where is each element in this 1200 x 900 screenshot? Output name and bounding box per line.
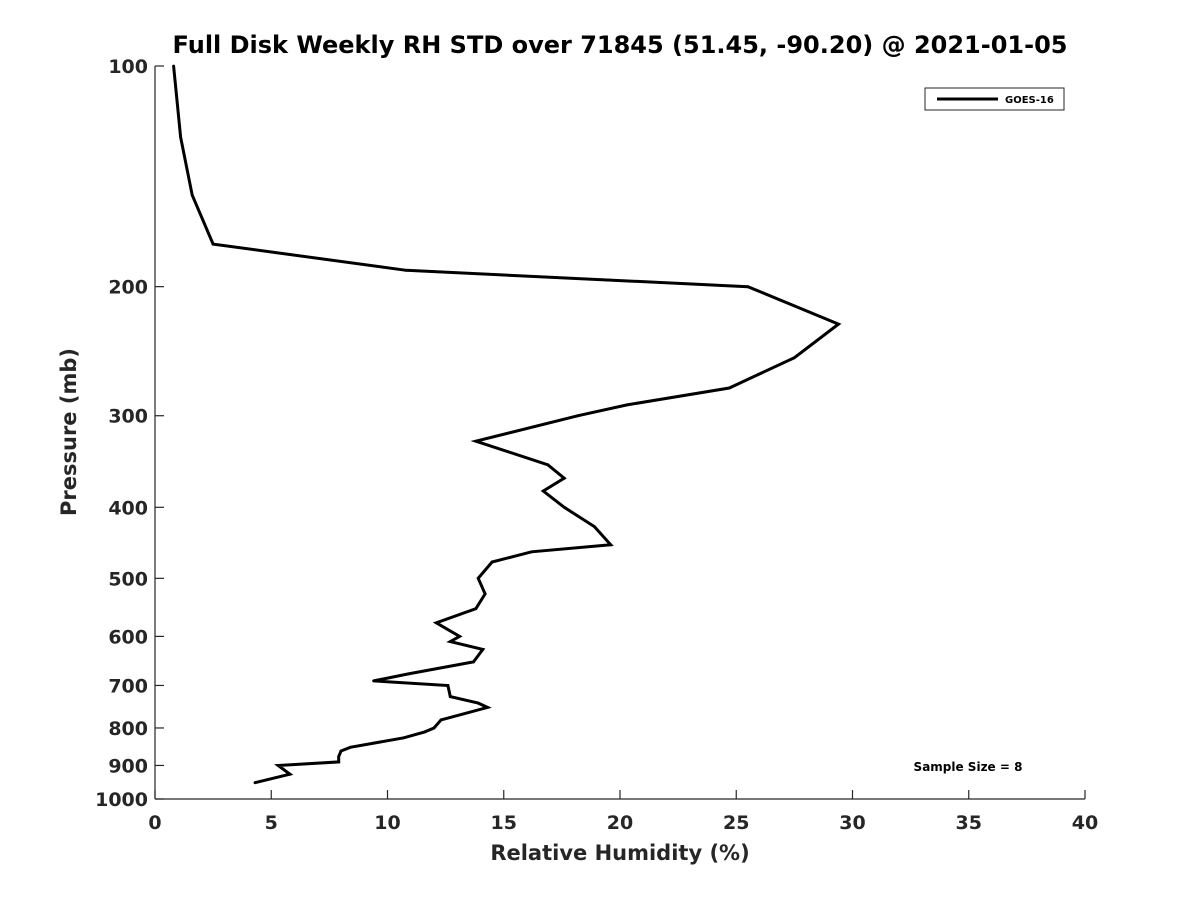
data-point [339,749,343,753]
legend-label: GOES-16 [1005,95,1054,106]
data-point [179,135,183,139]
data-point [402,736,406,740]
axes [154,66,1085,800]
x-tick-label: 5 [265,812,278,834]
data-point [593,525,596,528]
data-point [372,679,375,683]
data-point [434,621,438,625]
y-tick-label: 700 [108,675,148,697]
chart-title: Full Disk Weekly RH STD over 71845 (51.4… [173,31,1068,59]
data-point [481,648,485,651]
data-point [432,726,436,730]
data-point [476,701,480,705]
data-point [407,672,410,676]
x-axis-label: Relative Humidity (%) [490,841,749,865]
data-point [530,550,533,554]
data-point [562,505,566,509]
data-point [404,268,408,272]
data-point [474,607,478,611]
y-tick-label: 100 [108,56,148,78]
y-tick-label: 500 [108,568,148,590]
data-point [172,64,176,68]
x-tick-label: 40 [1072,812,1098,834]
series-line-goes-16 [172,65,842,785]
sample-size-annotation: Sample Size = 8 [914,760,1023,774]
data-point [476,576,480,580]
data-point [541,489,545,493]
data-point [348,745,352,749]
data-point [609,543,613,547]
y-tick-label: 800 [108,718,148,740]
data-point [439,718,443,722]
data-point [423,730,427,734]
series-layer [172,64,842,785]
x-tick-label: 20 [607,812,633,834]
x-tick-label: 10 [374,812,400,834]
data-point [727,386,731,390]
data-point [793,356,796,360]
x-ticks: 0 5 10 15 20 25 30 35 40 [148,790,1098,834]
data-point [448,640,452,643]
data-point [337,755,341,758]
y-tick-label: 200 [108,277,148,299]
x-tick-label: 25 [723,812,749,834]
data-point [446,684,450,687]
data-point [576,414,580,418]
y-tick-label: 600 [108,626,148,648]
data-point [483,592,487,596]
data-point [337,760,341,764]
data-point [546,463,550,467]
x-tick-label: 0 [148,812,161,834]
data-point [746,285,750,289]
data-point [276,764,280,767]
y-ticks: 100 200 300 400 500 600 700 800 900 1000 [95,56,164,811]
x-tick-label: 30 [839,812,865,834]
data-point [486,706,489,709]
data-point [625,403,629,407]
data-point [448,695,452,698]
legend: GOES-16 [924,87,1065,111]
y-tick-label: 900 [108,755,148,777]
data-point [472,660,475,664]
data-point [288,772,292,776]
data-point [474,439,478,443]
data-point [211,242,215,246]
y-axis-label: Pressure (mb) [57,348,81,516]
y-tick-label: 1000 [95,789,148,811]
data-point [837,322,840,326]
x-tick-label: 35 [956,812,982,834]
y-tick-label: 300 [108,406,148,428]
data-point [562,476,566,480]
y-tick-label: 400 [108,497,148,519]
x-tick-label: 15 [491,812,517,834]
data-point [490,560,494,564]
data-point [253,781,257,785]
data-point [458,635,461,638]
data-point [190,193,194,197]
